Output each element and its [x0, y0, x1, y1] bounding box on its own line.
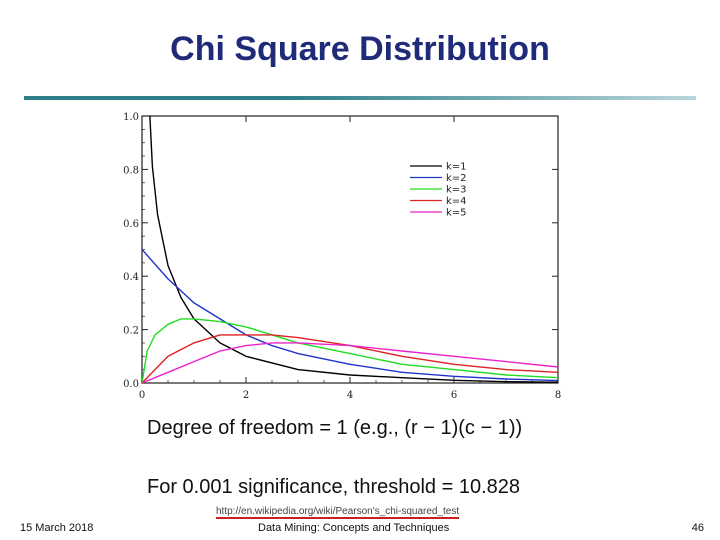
legend-label-k=1: k=1: [446, 162, 467, 173]
page-number: 46: [691, 522, 704, 534]
significance-threshold-caption: For 0.001 significance, threshold = 10.8…: [147, 476, 521, 498]
y-tick-label: 0.2: [123, 326, 139, 337]
series-line-k=5: [142, 342, 558, 383]
x-tick-label: 2: [243, 390, 249, 401]
title-underline: [24, 96, 696, 100]
plot-frame: [141, 115, 559, 384]
x-tick-label: 6: [451, 390, 457, 401]
chi-square-chart: 0.0 0.2 0.4 0.6 0.8 1.0 0 2 4 6 8 k=1k=2k=3k=4k=5: [123, 112, 561, 401]
legend-label-k=5: k=5: [446, 208, 467, 219]
legend-label-k=3: k=3: [446, 185, 467, 196]
legend-label-k=4: k=4: [446, 196, 467, 207]
x-tick-label: 4: [347, 390, 353, 401]
slide-title: Chi Square Distribution: [170, 30, 550, 68]
y-tick-label: 0.0: [123, 379, 139, 390]
degree-of-freedom-caption: Degree of freedom = 1 (e.g., (r − 1)(c −…: [147, 417, 523, 439]
footer-date: 15 March 2018: [20, 522, 94, 534]
y-tick-label: 0.4: [123, 272, 139, 283]
y-tick-label: 0.6: [123, 219, 139, 230]
series-line-k=2: [142, 249, 558, 382]
series-line-k=1: [149, 116, 558, 383]
x-tick-label: 0: [139, 390, 145, 401]
wikipedia-reference-link[interactable]: http://en.wikipedia.org/wiki/Pearson's_c…: [216, 506, 460, 519]
footer-course-title: Data Mining: Concepts and Techniques: [258, 522, 450, 534]
series-line-k=4: [142, 334, 558, 383]
y-tick-label: 1.0: [123, 112, 139, 123]
y-tick-label: 0.8: [123, 165, 139, 176]
x-tick-label: 8: [555, 390, 561, 401]
legend-label-k=2: k=2: [446, 173, 467, 184]
series-line-k=3: [142, 318, 558, 383]
